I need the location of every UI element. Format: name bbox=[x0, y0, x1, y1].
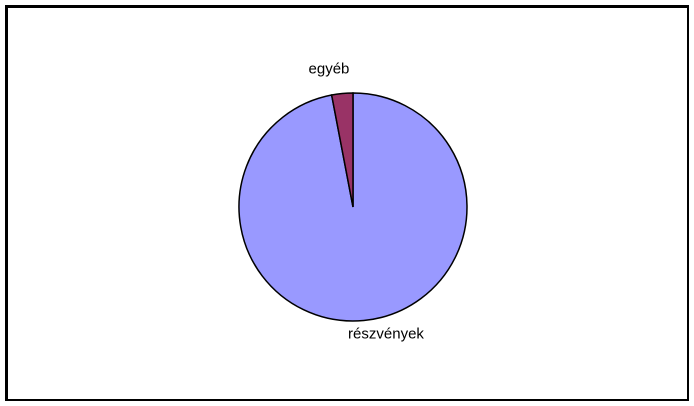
slice-label-0: részvények bbox=[348, 325, 424, 342]
pie-slice-1 bbox=[330, 92, 354, 208]
slice-label-1: egyéb bbox=[309, 61, 350, 78]
